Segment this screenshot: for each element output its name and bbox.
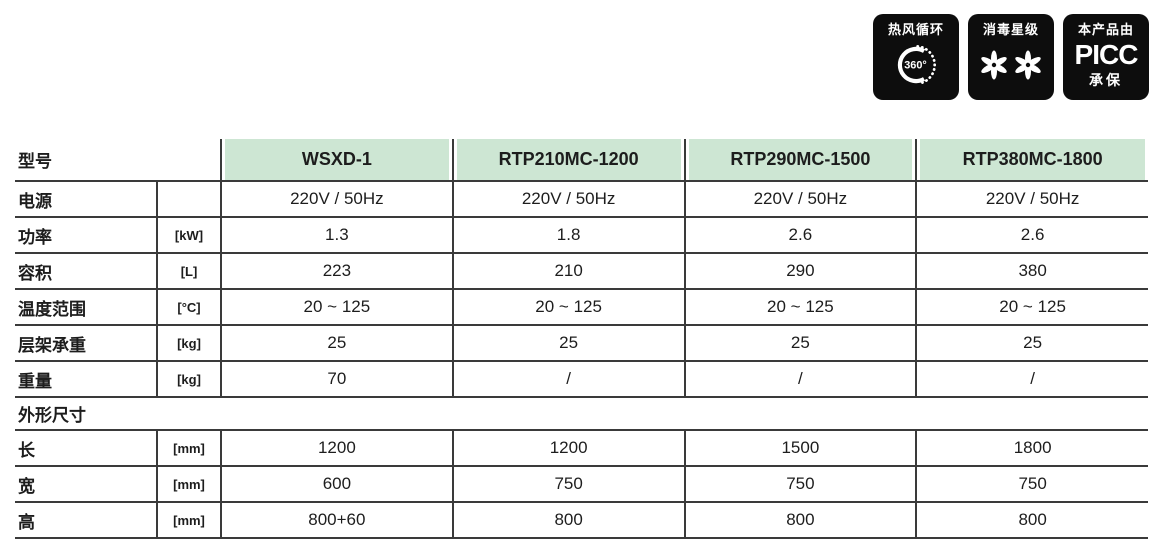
model-label: 型号 <box>15 139 222 182</box>
value-cell: 25 <box>916 325 1148 362</box>
table-row-shelf-load: 层架承重 [kg] 25 25 25 25 <box>15 325 1148 362</box>
table-row-weight: 重量 [kg] 70 / / / <box>15 361 1148 398</box>
value-cell: 2.6 <box>916 217 1148 254</box>
section-label: 外形尺寸 <box>15 397 1148 431</box>
model-header: RTP210MC-1200 <box>452 139 686 182</box>
value-cell: 25 <box>452 325 686 362</box>
badge-title: 消毒星级 <box>982 22 1039 37</box>
value-cell: 800 <box>684 502 918 539</box>
row-label: 宽 <box>15 466 158 503</box>
picc-logo: PICC <box>1074 38 1139 70</box>
value-cell: 1200 <box>452 430 686 467</box>
value-cell: 20 ~ 125 <box>916 289 1148 326</box>
unit-cell: [kg] <box>157 325 222 362</box>
value-cell: 25 <box>684 325 918 362</box>
unit-cell: [kg] <box>157 361 222 398</box>
value-cell: 220V / 50Hz <box>452 181 686 218</box>
unit-cell: [kW] <box>157 217 222 254</box>
certification-badges: 热风循环 360° 消毒星级 <box>873 14 1149 100</box>
unit-cell: [L] <box>157 253 222 290</box>
unit-cell: [mm] <box>157 502 222 539</box>
value-cell: 220V / 50Hz <box>221 181 454 218</box>
model-header-row: 型号 WSXD-1 RTP210MC-1200 RTP290MC-1500 RT… <box>15 139 1148 182</box>
snowflake-icon <box>981 50 1041 80</box>
value-cell: 20 ~ 125 <box>221 289 454 326</box>
value-cell: 20 ~ 125 <box>684 289 918 326</box>
table-section-dimensions: 外形尺寸 <box>15 397 1148 431</box>
row-label: 长 <box>15 430 158 467</box>
value-cell: 1800 <box>916 430 1148 467</box>
table-row-height: 高 [mm] 800+60 800 800 800 <box>15 502 1148 539</box>
table-row-length: 长 [mm] 1200 1200 1500 1800 <box>15 430 1148 467</box>
value-cell: 800+60 <box>221 502 454 539</box>
model-header: RTP380MC-1800 <box>916 139 1148 182</box>
badge-360-label: 360° <box>904 59 927 71</box>
spec-table: 型号 WSXD-1 RTP210MC-1200 RTP290MC-1500 RT… <box>15 139 1148 539</box>
value-cell: 223 <box>221 253 454 290</box>
value-cell: 2.6 <box>684 217 918 254</box>
unit-cell <box>157 181 222 218</box>
badge-subtitle: 承保 <box>1089 71 1123 88</box>
row-label: 重量 <box>15 361 158 398</box>
value-cell: 750 <box>684 466 918 503</box>
value-cell: 25 <box>221 325 454 362</box>
row-label: 功率 <box>15 217 158 254</box>
row-label: 温度范围 <box>15 289 158 326</box>
unit-cell: [mm] <box>157 466 222 503</box>
value-cell: 600 <box>221 466 454 503</box>
value-cell: 210 <box>452 253 686 290</box>
value-cell: 1.3 <box>221 217 454 254</box>
badge-title: 本产品由 <box>1077 22 1134 37</box>
value-cell: 800 <box>452 502 686 539</box>
model-header: WSXD-1 <box>221 139 454 182</box>
row-label: 容积 <box>15 253 158 290</box>
value-cell: 20 ~ 125 <box>452 289 686 326</box>
value-cell: 290 <box>684 253 918 290</box>
badge-hot-air-circulation: 热风循环 360° <box>873 14 959 100</box>
table-row-width: 宽 [mm] 600 750 750 750 <box>15 466 1148 503</box>
value-cell: 750 <box>916 466 1148 503</box>
value-cell: 1.8 <box>452 217 686 254</box>
model-header: RTP290MC-1500 <box>684 139 918 182</box>
value-cell: 70 <box>221 361 454 398</box>
unit-cell: [mm] <box>157 430 222 467</box>
value-cell: / <box>916 361 1148 398</box>
value-cell: 220V / 50Hz <box>916 181 1148 218</box>
row-label: 电源 <box>15 181 158 218</box>
circulation-360-icon: 360° <box>897 44 937 84</box>
value-cell: / <box>452 361 686 398</box>
value-cell: 800 <box>916 502 1148 539</box>
table-row-temp-range: 温度范围 [°C] 20 ~ 125 20 ~ 125 20 ~ 125 20 … <box>15 289 1148 326</box>
row-label: 高 <box>15 502 158 539</box>
badge-disinfection-rating: 消毒星级 <box>968 14 1054 100</box>
unit-cell: [°C] <box>157 289 222 326</box>
value-cell: / <box>684 361 918 398</box>
value-cell: 220V / 50Hz <box>684 181 918 218</box>
table-row-capacity: 容积 [L] 223 210 290 380 <box>15 253 1148 290</box>
value-cell: 750 <box>452 466 686 503</box>
badge-title: 热风循环 <box>887 22 944 37</box>
value-cell: 1500 <box>684 430 918 467</box>
badge-picc-insurance: 本产品由 PICC 承保 <box>1063 14 1149 100</box>
value-cell: 1200 <box>221 430 454 467</box>
table-row-power: 功率 [kW] 1.3 1.8 2.6 2.6 <box>15 217 1148 254</box>
table-row-power-supply: 电源 220V / 50Hz 220V / 50Hz 220V / 50Hz 2… <box>15 181 1148 218</box>
value-cell: 380 <box>916 253 1148 290</box>
row-label: 层架承重 <box>15 325 158 362</box>
